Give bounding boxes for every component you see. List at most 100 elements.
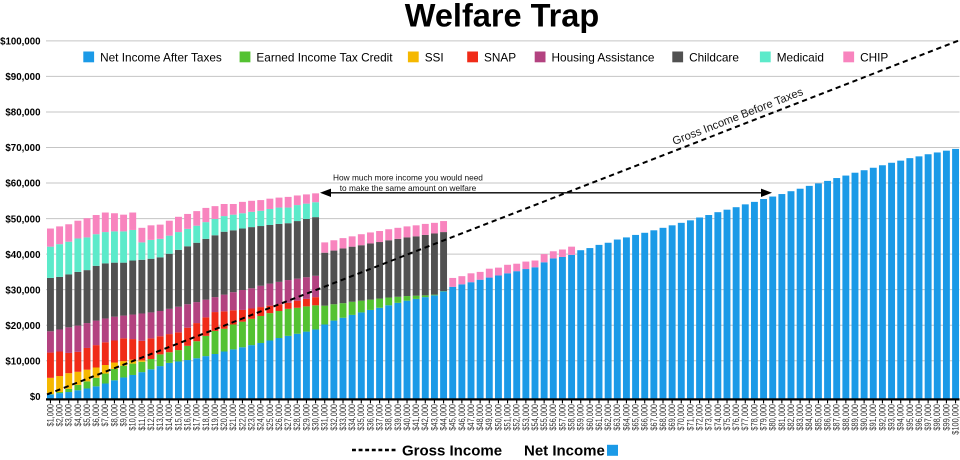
svg-text:Childcare: Childcare <box>689 50 739 64</box>
svg-text:$75,000: $75,000 <box>722 404 732 431</box>
svg-text:$48,000: $48,000 <box>475 404 485 431</box>
svg-text:$51,000: $51,000 <box>502 404 512 431</box>
svg-text:$2,000: $2,000 <box>54 404 64 427</box>
svg-text:$90,000: $90,000 <box>5 71 40 83</box>
svg-text:$7,000: $7,000 <box>100 404 110 427</box>
svg-text:Housing Assistance: Housing Assistance <box>552 50 655 64</box>
svg-text:$84,000: $84,000 <box>804 404 814 431</box>
svg-text:$50,000: $50,000 <box>5 213 40 225</box>
svg-text:SSI: SSI <box>425 50 444 64</box>
svg-text:$28,000: $28,000 <box>292 404 302 431</box>
svg-text:$27,000: $27,000 <box>283 404 293 431</box>
svg-text:$36,000: $36,000 <box>365 404 375 431</box>
svg-text:$92,000: $92,000 <box>877 404 887 431</box>
svg-text:$56,000: $56,000 <box>548 404 558 431</box>
svg-text:$34,000: $34,000 <box>347 404 357 431</box>
svg-text:$14,000: $14,000 <box>164 404 174 431</box>
svg-text:$76,000: $76,000 <box>731 404 741 431</box>
svg-text:$49,000: $49,000 <box>484 404 494 431</box>
svg-text:$53,000: $53,000 <box>521 404 531 431</box>
svg-text:$82,000: $82,000 <box>786 404 796 431</box>
svg-text:$88,000: $88,000 <box>841 404 851 431</box>
svg-text:$30,000: $30,000 <box>310 404 320 431</box>
svg-text:$100,000: $100,000 <box>950 404 960 435</box>
svg-text:Net Income After Taxes: Net Income After Taxes <box>100 50 222 64</box>
svg-text:$65,000: $65,000 <box>630 404 640 431</box>
svg-text:$85,000: $85,000 <box>813 404 823 431</box>
svg-text:$0: $0 <box>30 391 41 403</box>
svg-text:CHIP: CHIP <box>860 50 888 64</box>
svg-text:$3,000: $3,000 <box>64 404 74 427</box>
svg-text:$74,000: $74,000 <box>713 404 723 431</box>
svg-text:$81,000: $81,000 <box>777 404 787 431</box>
svg-text:$87,000: $87,000 <box>832 404 842 431</box>
svg-text:$10,000: $10,000 <box>5 355 40 367</box>
svg-text:$64,000: $64,000 <box>621 404 631 431</box>
svg-text:$38,000: $38,000 <box>384 404 394 431</box>
svg-text:$22,000: $22,000 <box>237 404 247 431</box>
svg-text:$73,000: $73,000 <box>704 404 714 431</box>
svg-text:Earned Income Tax Credit: Earned Income Tax Credit <box>256 50 393 64</box>
svg-text:$68,000: $68,000 <box>658 404 668 431</box>
svg-text:$21,000: $21,000 <box>228 404 238 431</box>
svg-text:$46,000: $46,000 <box>457 404 467 431</box>
svg-text:$99,000: $99,000 <box>941 404 951 431</box>
svg-text:$78,000: $78,000 <box>749 404 759 431</box>
svg-text:$98,000: $98,000 <box>932 404 942 431</box>
svg-text:$26,000: $26,000 <box>274 404 284 431</box>
svg-text:$9,000: $9,000 <box>118 404 128 427</box>
svg-text:$41,000: $41,000 <box>411 404 421 431</box>
svg-text:$58,000: $58,000 <box>566 404 576 431</box>
svg-text:$40,000: $40,000 <box>5 249 40 261</box>
svg-text:Medicaid: Medicaid <box>777 50 824 64</box>
svg-text:$18,000: $18,000 <box>201 404 211 431</box>
svg-text:$15,000: $15,000 <box>173 404 183 431</box>
svg-text:$60,000: $60,000 <box>585 404 595 431</box>
svg-text:$59,000: $59,000 <box>576 404 586 431</box>
svg-text:$80,000: $80,000 <box>768 404 778 431</box>
svg-text:$67,000: $67,000 <box>649 404 659 431</box>
svg-text:$42,000: $42,000 <box>420 404 430 431</box>
svg-text:$17,000: $17,000 <box>192 404 202 431</box>
svg-text:$77,000: $77,000 <box>740 404 750 431</box>
svg-text:$20,000: $20,000 <box>5 320 40 332</box>
svg-text:SNAP: SNAP <box>484 50 516 64</box>
svg-text:$23,000: $23,000 <box>246 404 256 431</box>
svg-text:$69,000: $69,000 <box>667 404 677 431</box>
svg-text:$86,000: $86,000 <box>822 404 832 431</box>
svg-text:$30,000: $30,000 <box>5 284 40 296</box>
svg-text:$97,000: $97,000 <box>923 404 933 431</box>
svg-text:$62,000: $62,000 <box>603 404 613 431</box>
svg-text:$91,000: $91,000 <box>868 404 878 431</box>
svg-text:$20,000: $20,000 <box>219 404 229 431</box>
svg-text:$37,000: $37,000 <box>374 404 384 431</box>
svg-text:$83,000: $83,000 <box>795 404 805 431</box>
svg-text:$32,000: $32,000 <box>329 404 339 431</box>
svg-text:$33,000: $33,000 <box>338 404 348 431</box>
svg-text:$5,000: $5,000 <box>82 404 92 427</box>
svg-text:$89,000: $89,000 <box>850 404 860 431</box>
svg-text:Gross Income: Gross Income <box>402 443 502 460</box>
svg-text:$29,000: $29,000 <box>301 404 311 431</box>
svg-text:$80,000: $80,000 <box>5 107 40 119</box>
svg-text:$4,000: $4,000 <box>73 404 83 427</box>
svg-text:$70,000: $70,000 <box>5 142 40 154</box>
svg-text:$96,000: $96,000 <box>914 404 924 431</box>
svg-text:Welfare Trap: Welfare Trap <box>405 0 599 34</box>
svg-text:$47,000: $47,000 <box>466 404 476 431</box>
svg-text:$95,000: $95,000 <box>905 404 915 431</box>
svg-text:$72,000: $72,000 <box>694 404 704 431</box>
svg-text:$25,000: $25,000 <box>265 404 275 431</box>
svg-text:$6,000: $6,000 <box>91 404 101 427</box>
svg-text:$31,000: $31,000 <box>320 404 330 431</box>
svg-text:$70,000: $70,000 <box>676 404 686 431</box>
svg-text:$93,000: $93,000 <box>886 404 896 431</box>
svg-text:$1,000: $1,000 <box>45 404 55 427</box>
svg-text:$24,000: $24,000 <box>256 404 266 431</box>
svg-text:$60,000: $60,000 <box>5 178 40 190</box>
svg-text:How much more income you would: How much more income you would need <box>333 173 483 183</box>
svg-text:$10,000: $10,000 <box>128 404 138 431</box>
svg-text:Net Income: Net Income <box>524 443 605 460</box>
svg-text:$79,000: $79,000 <box>758 404 768 431</box>
svg-text:$16,000: $16,000 <box>182 404 192 431</box>
